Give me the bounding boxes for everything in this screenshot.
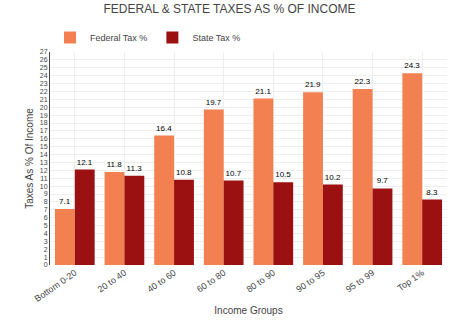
svg-text:16: 16: [40, 135, 48, 142]
svg-text:FEDERAL & STATE TAXES AS % OF: FEDERAL & STATE TAXES AS % OF INCOME: [103, 2, 355, 16]
svg-text:23: 23: [40, 80, 48, 87]
svg-text:1: 1: [44, 254, 48, 261]
svg-text:6: 6: [44, 214, 48, 221]
svg-text:8: 8: [44, 198, 48, 205]
svg-text:11: 11: [40, 175, 47, 182]
svg-text:27: 27: [40, 48, 48, 55]
svg-text:26: 26: [40, 56, 48, 63]
svg-text:0: 0: [44, 261, 48, 268]
svg-text:25: 25: [40, 64, 48, 71]
svg-text:21.9: 21.9: [305, 80, 321, 89]
svg-text:21.1: 21.1: [255, 87, 271, 96]
svg-text:18: 18: [40, 119, 48, 126]
svg-text:22.3: 22.3: [355, 77, 371, 86]
svg-text:21: 21: [40, 96, 48, 103]
svg-text:5: 5: [44, 222, 48, 229]
svg-text:15: 15: [40, 143, 48, 150]
svg-text:12.1: 12.1: [77, 158, 93, 167]
svg-text:9.7: 9.7: [377, 176, 389, 185]
svg-text:Top 1%: Top 1%: [396, 268, 426, 293]
svg-text:10.7: 10.7: [226, 169, 242, 178]
svg-text:95 to 99: 95 to 99: [344, 268, 376, 295]
svg-text:Taxes As % Of Income: Taxes As % Of Income: [24, 108, 35, 209]
svg-text:20 to 40: 20 to 40: [96, 268, 128, 295]
svg-text:24: 24: [40, 72, 48, 79]
svg-text:8.3: 8.3: [426, 188, 438, 197]
svg-text:17: 17: [40, 127, 48, 134]
svg-text:16.4: 16.4: [156, 124, 172, 133]
svg-text:24.3: 24.3: [404, 61, 420, 70]
svg-text:3: 3: [44, 238, 48, 245]
svg-text:9: 9: [44, 190, 48, 197]
svg-text:11.3: 11.3: [127, 164, 143, 173]
svg-text:13: 13: [40, 159, 48, 166]
svg-text:Bottom 0-20: Bottom 0-20: [33, 268, 79, 304]
svg-text:10.5: 10.5: [275, 170, 291, 179]
svg-text:40 to 60: 40 to 60: [145, 268, 177, 295]
svg-text:4: 4: [44, 230, 48, 237]
svg-text:2: 2: [44, 246, 48, 253]
svg-text:19: 19: [40, 112, 48, 119]
svg-text:Federal Tax %: Federal Tax %: [90, 33, 147, 43]
svg-text:7.1: 7.1: [59, 197, 71, 206]
svg-text:10: 10: [40, 183, 48, 190]
svg-text:10.2: 10.2: [325, 173, 341, 182]
svg-text:12: 12: [40, 167, 48, 174]
svg-text:19.7: 19.7: [206, 98, 222, 107]
svg-text:Income Groups: Income Groups: [214, 305, 282, 316]
svg-text:80 to 90: 80 to 90: [245, 268, 277, 295]
svg-text:90 to 95: 90 to 95: [294, 268, 326, 295]
svg-text:20: 20: [40, 104, 48, 111]
svg-text:60 to 80: 60 to 80: [195, 268, 227, 295]
svg-text:11.8: 11.8: [107, 160, 123, 169]
svg-text:14: 14: [40, 151, 48, 158]
svg-text:State Tax %: State Tax %: [192, 33, 240, 43]
svg-text:22: 22: [40, 88, 48, 95]
svg-text:7: 7: [44, 206, 48, 213]
svg-text:10.8: 10.8: [176, 168, 192, 177]
